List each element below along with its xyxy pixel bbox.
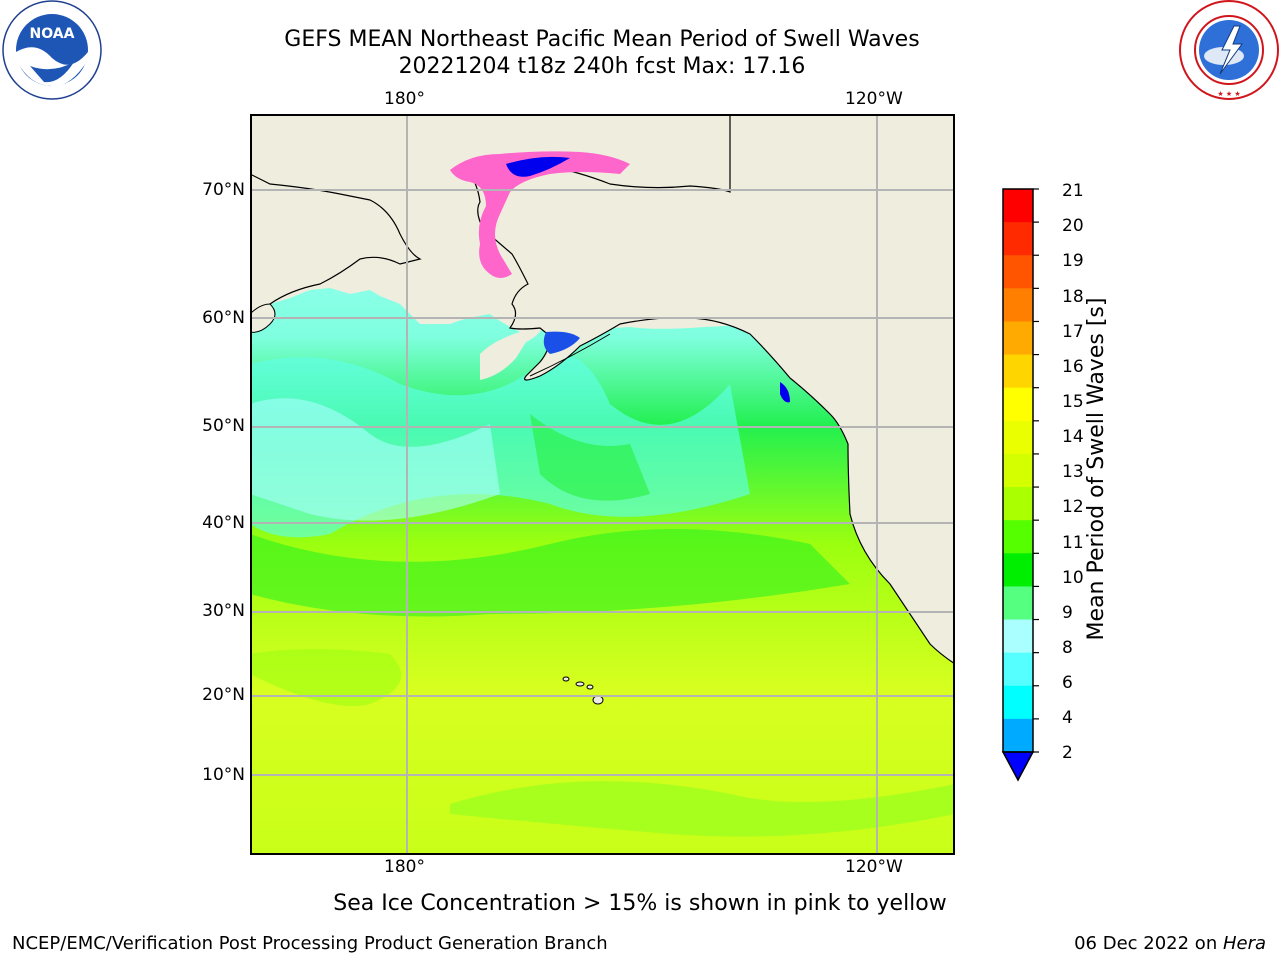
bristol-bay-low [543,331,580,354]
map-frame [250,114,955,855]
colorbar-bin [1003,387,1033,422]
colorbar-tick-12: 12 [1062,497,1084,517]
colorbar-tick-2: 2 [1062,743,1073,763]
colorbar-tick-11: 11 [1062,533,1084,553]
colorbar [1001,188,1039,782]
colorbar-bin [1003,685,1033,720]
sea-ice-region [450,151,630,278]
colorbar-tick-15: 15 [1062,392,1084,412]
sea-ice-caption: Sea Ice Concentration > 15% is shown in … [333,891,947,916]
colorbar-bin [1003,189,1033,223]
colorbar-under-arrow [1001,751,1035,782]
sea-ice-core [506,156,570,177]
colorbar-bin [1003,255,1033,289]
colorbar-bin [1003,420,1033,455]
footer-right: 06 Dec 2022 on Hera [1074,933,1266,955]
swell-tropical-band [450,781,955,837]
russia-land [250,173,422,315]
lat-label-70n: 70°N [202,180,245,200]
lon-label-top-120w: 120°W [845,89,903,109]
colorbar-bins [1003,189,1033,753]
colorbar-tick-13: 13 [1062,462,1084,482]
colorbar-bin [1003,652,1033,687]
colorbar-tick-16: 16 [1062,357,1084,377]
colorbar-bin [1003,288,1033,322]
lat-label-60n: 60°N [202,308,245,328]
lat-label-30n: 30°N [202,601,245,621]
colorbar-tick-10: 10 [1062,568,1084,588]
colorbar-tick-19: 19 [1062,251,1084,271]
colorbar-bin [1003,619,1033,654]
colorbar-bin [1003,487,1033,521]
svg-text:★ ★ ★: ★ ★ ★ [1217,90,1240,98]
colorbar-tick-labels: 21 20 19 18 17 16 15 14 13 12 11 10 9 8 … [1062,181,1102,781]
aleutian-islands [529,333,611,377]
footer-left: NCEP/EMC/Verification Post Processing Pr… [12,933,608,954]
swell-short-period-region [250,398,500,521]
lat-label-20n: 20°N [202,685,245,705]
colorbar-bin [1003,718,1033,753]
swell-transition-band [250,529,850,617]
colorbar-bin [1003,520,1033,554]
lon-label-bottom-180: 180° [384,857,425,877]
colorbar-ticks [1033,188,1039,753]
swell-patch-west [250,649,402,706]
colorbar-bin [1003,453,1033,488]
colorbar-frame [1002,188,1034,753]
colorbar-tick-8: 8 [1062,638,1073,658]
colorbar-tick-17: 17 [1062,322,1084,342]
colorbar-tick-21: 21 [1062,181,1084,201]
footer-machine: Hera [1222,933,1266,954]
colorbar-tick-4: 4 [1062,708,1073,728]
lat-label-50n: 50°N [202,416,245,436]
colorbar-bin [1003,222,1033,256]
colorbar-tick-9: 9 [1062,603,1073,623]
lat-label-40n: 40°N [202,513,245,533]
chart-title: GEFS MEAN Northeast Pacific Mean Period … [284,27,920,52]
coastal-low-patch [780,382,790,403]
north-america-land [469,114,955,665]
lon-label-top-180: 180° [384,89,425,109]
colorbar-tick-6: 6 [1062,673,1073,693]
noaa-logo: NOAA [2,0,102,100]
colorbar-tick-20: 20 [1062,216,1084,236]
graticule [250,114,955,855]
colorbar-bin [1003,354,1033,389]
lon-label-bottom-120w: 120°W [845,857,903,877]
colorbar-bin [1003,586,1033,621]
colorbar-label: Mean Period of Swell Waves [s] [1084,297,1109,641]
footer-date: 06 Dec 2022 on [1074,933,1223,954]
swell-mid-band [530,414,650,501]
lat-label-10n: 10°N [202,765,245,785]
colorbar-tick-14: 14 [1062,427,1084,447]
colorbar-bin [1003,321,1033,356]
colorbar-tick-18: 18 [1062,287,1084,307]
noaa-logo-text: NOAA [30,26,75,42]
colorbar-bin [1003,553,1033,587]
nws-logo: ★ ★ ★ [1179,0,1279,100]
map-panel [250,114,955,855]
chart-subtitle: 20221204 t18z 240h fcst Max: 17.16 [398,54,806,79]
hawaii-islands [562,676,604,705]
